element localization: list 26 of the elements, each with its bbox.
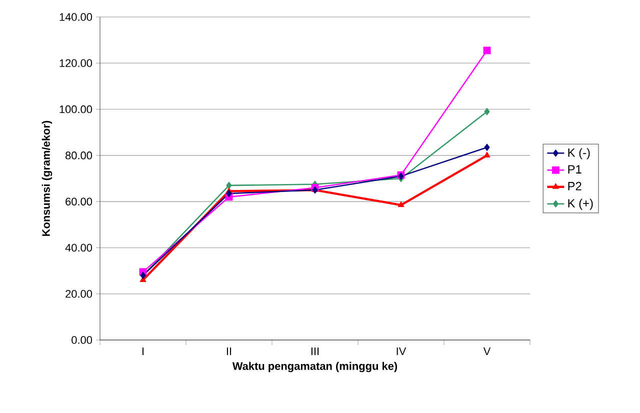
y-tick-label: 120.00 <box>60 59 92 68</box>
y-axis-title: Konsumsi (gram/ekor) <box>42 120 52 236</box>
y-tick-label: 100.00 <box>60 105 92 114</box>
point <box>226 190 232 198</box>
y-tick-label: 40.00 <box>65 244 92 252</box>
legend-label: K (+) <box>568 198 593 210</box>
point <box>484 108 490 116</box>
point <box>226 182 232 190</box>
point <box>483 46 491 54</box>
y-tick-label: 80.00 <box>66 152 92 160</box>
x-tick-label: III <box>311 348 319 356</box>
point <box>484 144 490 152</box>
y-tick-label: 140.00 <box>60 13 92 21</box>
x-tick-label: IV <box>396 348 406 356</box>
x-tick-label: I <box>142 348 144 356</box>
y-tick-label: 60.00 <box>66 198 92 206</box>
point <box>398 201 404 208</box>
y-tick-label: 20.00 <box>66 290 92 298</box>
y-tick-label: 0.00 <box>72 336 92 344</box>
x-tick-label: V <box>483 348 491 356</box>
x-axis-title: Waktu pengamatan (minggu ke) <box>232 362 398 372</box>
legend-label: K (-) <box>568 148 590 160</box>
legend-label: P2 <box>568 182 582 190</box>
x-tick-label: II <box>226 348 232 356</box>
point <box>484 152 490 158</box>
legend-label: P1 <box>568 165 582 174</box>
